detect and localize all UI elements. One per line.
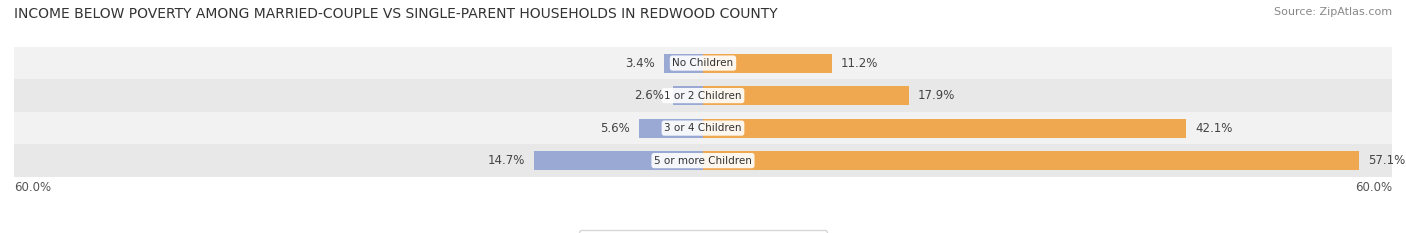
Bar [14, 47, 1392, 79]
Bar [534, 151, 703, 170]
Text: 42.1%: 42.1% [1195, 122, 1233, 135]
Bar [703, 86, 908, 105]
Bar [638, 119, 703, 137]
Bar [14, 112, 1392, 144]
Text: 60.0%: 60.0% [14, 181, 51, 194]
Text: 3.4%: 3.4% [626, 57, 655, 70]
Text: 3 or 4 Children: 3 or 4 Children [664, 123, 742, 133]
Bar [664, 54, 703, 72]
Text: 57.1%: 57.1% [1368, 154, 1405, 167]
Text: 5 or more Children: 5 or more Children [654, 156, 752, 166]
Text: INCOME BELOW POVERTY AMONG MARRIED-COUPLE VS SINGLE-PARENT HOUSEHOLDS IN REDWOOD: INCOME BELOW POVERTY AMONG MARRIED-COUPL… [14, 7, 778, 21]
Text: No Children: No Children [672, 58, 734, 68]
Text: 14.7%: 14.7% [488, 154, 524, 167]
Text: 5.6%: 5.6% [600, 122, 630, 135]
Bar [703, 54, 831, 72]
Text: 60.0%: 60.0% [1355, 181, 1392, 194]
Bar [703, 119, 1187, 137]
Text: Source: ZipAtlas.com: Source: ZipAtlas.com [1274, 7, 1392, 17]
Bar [703, 151, 1358, 170]
Bar [673, 86, 703, 105]
Bar [14, 79, 1392, 112]
Legend: Married Couples, Single Parents: Married Couples, Single Parents [579, 230, 827, 233]
Bar [14, 144, 1392, 177]
Text: 11.2%: 11.2% [841, 57, 879, 70]
Text: 17.9%: 17.9% [918, 89, 955, 102]
Text: 2.6%: 2.6% [634, 89, 664, 102]
Text: 1 or 2 Children: 1 or 2 Children [664, 91, 742, 101]
